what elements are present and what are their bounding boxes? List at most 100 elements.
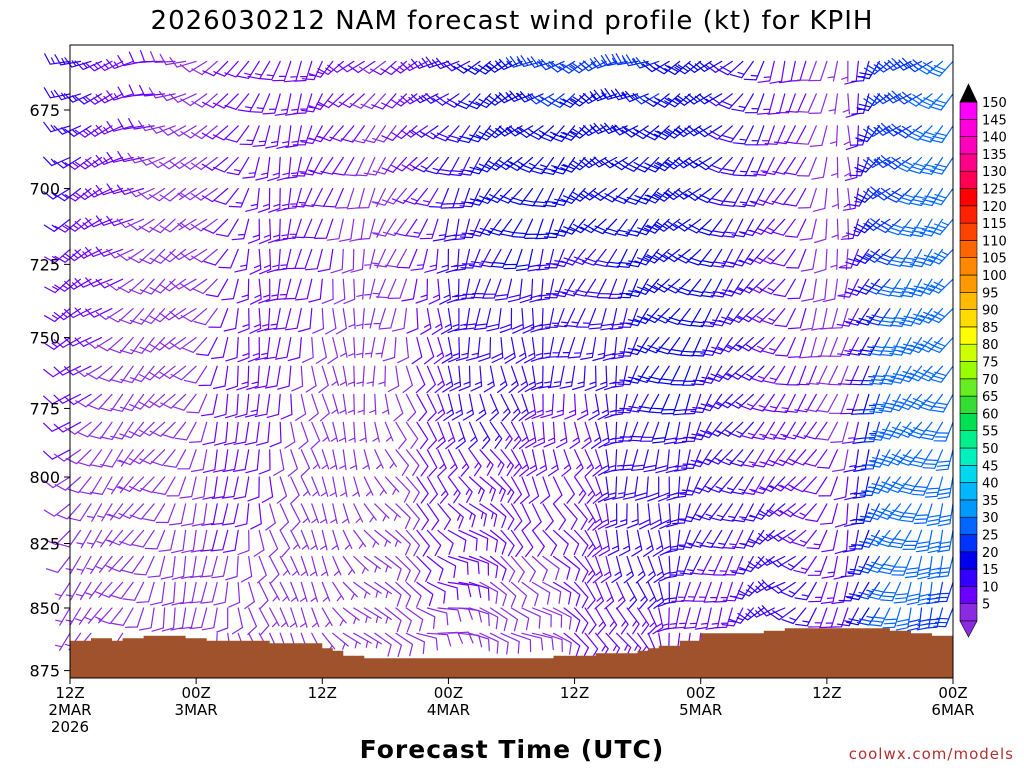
wind-barb [915, 529, 933, 553]
wind-barb [510, 607, 530, 631]
wind-barb [266, 393, 281, 418]
wind-barb [193, 308, 218, 326]
wind-barb [505, 90, 534, 102]
x-tick-label: 00Z [686, 684, 715, 702]
wind-barb [926, 503, 944, 526]
wind-barb [822, 278, 838, 303]
wind-barb [489, 632, 509, 655]
wind-barb [673, 125, 702, 138]
wind-barb [895, 125, 923, 139]
wind-barb [671, 529, 691, 550]
wind-barb [868, 607, 891, 627]
wind-barb [537, 337, 555, 360]
wind-barb [301, 337, 314, 363]
wind-barb [552, 632, 572, 655]
wind-barb [65, 449, 92, 465]
wind-barb [626, 503, 639, 529]
wind-barb [149, 308, 176, 323]
wind-barb [338, 218, 355, 242]
wind-barb [416, 581, 434, 607]
wind-barb [680, 337, 702, 357]
wind-barb [859, 476, 880, 497]
wind-barb [643, 449, 660, 473]
wind-barb [374, 632, 392, 657]
wind-barb [64, 57, 92, 68]
wind-barb [284, 156, 302, 179]
wind-barb [131, 529, 155, 548]
wind-barb [330, 248, 344, 274]
wind-barb [264, 308, 281, 331]
wind-barb [139, 607, 155, 631]
wind-barb [356, 308, 365, 330]
wind-barb [852, 476, 870, 499]
wind-barb [531, 581, 551, 605]
wind-barb [603, 218, 628, 236]
wind-barb [786, 365, 807, 386]
wind-barb [348, 60, 376, 74]
wind-barb [274, 337, 292, 360]
wind-barb [791, 503, 817, 520]
wind-barb [265, 125, 281, 149]
wind-barb [751, 449, 775, 468]
wind-barb [225, 125, 250, 143]
wind-barb [909, 248, 933, 268]
wind-barb [137, 156, 166, 166]
wind-barb [214, 393, 229, 418]
wind-barb [830, 248, 838, 270]
colorbar-bin [959, 378, 978, 397]
wind-barb [563, 529, 580, 556]
wind-barb [542, 555, 560, 581]
wind-barb [542, 529, 558, 557]
wind-barb [139, 308, 166, 325]
wind-barb [95, 60, 124, 72]
wind-barb [503, 337, 516, 364]
colorbar-label: 15 [982, 563, 999, 578]
wind-barb [448, 337, 461, 363]
wind-barb [643, 125, 670, 141]
wind-barb [706, 421, 733, 437]
wind-barb [564, 393, 577, 420]
wind-barb [853, 187, 880, 203]
wind-barb [54, 218, 82, 233]
wind-barb [767, 93, 786, 115]
wind-barb [699, 365, 723, 384]
wind-barb [468, 248, 492, 268]
wind-barb [920, 187, 944, 207]
wind-barb [437, 581, 459, 601]
wind-barb [701, 555, 723, 576]
wind-barb [406, 218, 428, 238]
terrain-area [70, 628, 953, 678]
wind-barb [300, 529, 310, 550]
wind-barb [256, 421, 271, 446]
wind-barb [339, 449, 347, 471]
wind-barb [507, 278, 523, 303]
wind-barb [794, 581, 817, 601]
wind-barb [292, 125, 313, 146]
wind-barb [333, 278, 346, 305]
wind-barb [592, 449, 603, 477]
wind-barb [531, 503, 542, 531]
colorbar-bin [959, 464, 978, 483]
wind-barb [305, 365, 317, 393]
wind-barb [700, 278, 723, 298]
wind-barb [647, 476, 660, 502]
wind-barb [719, 125, 744, 143]
wind-barb [856, 308, 880, 326]
wind-barb [600, 555, 612, 584]
colorbar-label: 70 [982, 373, 999, 388]
wind-barb [732, 156, 754, 177]
wind-barb [929, 187, 954, 206]
wind-barb [851, 503, 870, 525]
wind-barb [521, 555, 536, 583]
wind-barb [276, 476, 288, 504]
x-tick-label: 12Z [308, 684, 337, 702]
wind-barb [873, 93, 901, 105]
wind-barb [856, 555, 880, 574]
wind-barb [516, 55, 544, 67]
wind-barb [479, 581, 499, 604]
wind-barb [284, 421, 296, 449]
wind-barb [331, 529, 340, 551]
wind-barb [631, 529, 643, 557]
wind-barb [350, 248, 365, 273]
wind-barb [622, 476, 639, 500]
